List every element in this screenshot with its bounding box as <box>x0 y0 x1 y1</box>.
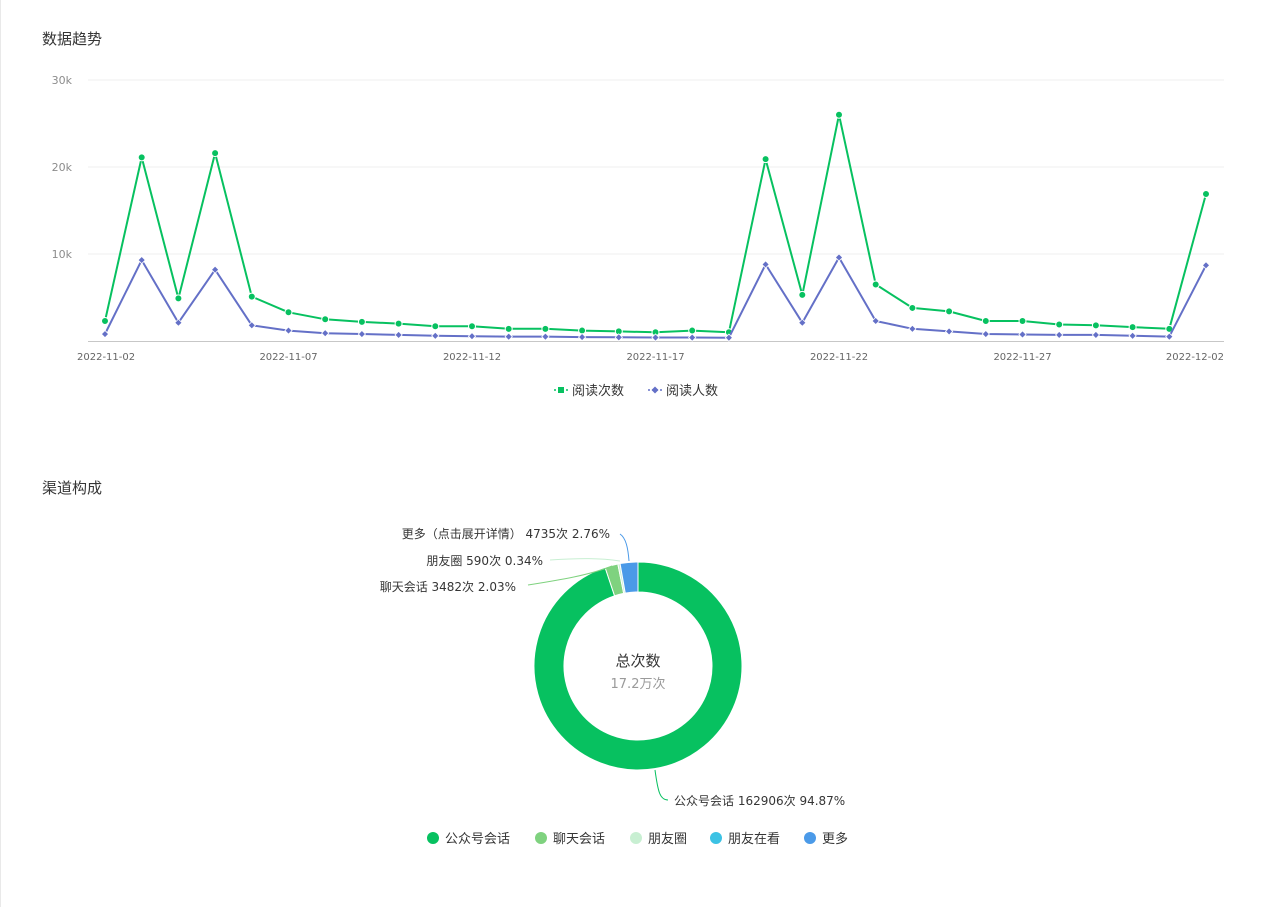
slice-leader-line <box>527 565 613 586</box>
legend-dot-icon <box>710 832 722 844</box>
legend-label: 朋友圈 <box>648 831 687 847</box>
data-point-readers <box>1055 330 1064 340</box>
data-point-readers <box>210 265 220 274</box>
data-point-readers <box>871 316 880 326</box>
data-point-reads <box>761 155 770 164</box>
data-point-readers <box>247 321 256 330</box>
x-tick-label: 2022-11-07 <box>259 352 317 363</box>
x-tick-label: 2022-11-02 <box>77 352 135 363</box>
data-point-reads <box>1202 189 1210 198</box>
data-point-readers <box>1201 261 1211 270</box>
data-point-reads <box>101 316 109 325</box>
data-point-readers <box>1018 330 1027 339</box>
legend-dot-icon <box>535 832 547 844</box>
data-point-reads <box>504 324 513 333</box>
data-point-readers <box>981 329 990 339</box>
channel-section-title: 渠道构成 <box>42 479 103 497</box>
slice-label: 聊天会话 3482次 2.03% <box>380 580 516 594</box>
data-point-readers <box>688 333 697 342</box>
slice-leader-line <box>549 558 621 562</box>
data-point-readers <box>724 333 734 342</box>
y-tick-label: 20k <box>52 161 73 174</box>
y-tick-label: 30k <box>52 74 73 87</box>
data-point-readers <box>174 318 183 327</box>
trend-section-title: 数据趋势 <box>42 30 103 48</box>
donut-slice <box>533 561 743 771</box>
data-point-reads <box>981 316 990 325</box>
x-tick-label: 2022-12-02 <box>1166 352 1224 363</box>
data-point-readers <box>1091 330 1101 340</box>
data-point-reads <box>211 149 220 158</box>
legend-label: 阅读次数 <box>572 383 624 399</box>
data-point-reads <box>431 322 440 331</box>
legend-marker-icon <box>651 386 659 394</box>
data-point-readers <box>431 331 440 340</box>
data-point-readers <box>137 255 146 265</box>
data-point-reads <box>174 294 183 303</box>
x-tick-label: 2022-11-22 <box>810 352 868 363</box>
legend-label: 朋友在看 <box>728 831 780 847</box>
trend-line-chart: 10k 20k 30k 2022-11-02 2022-11-07 2022-11-12 2… <box>52 74 1224 399</box>
data-point-readers <box>284 326 293 335</box>
data-point-readers <box>100 329 110 339</box>
slice-label: 朋友圈 590次 0.34% <box>426 554 543 568</box>
legend-dot-icon <box>427 832 439 844</box>
x-tick-label: 2022-11-27 <box>993 352 1051 363</box>
data-point-reads <box>1128 323 1137 332</box>
data-point-reads <box>284 308 293 317</box>
legend-label: 阅读人数 <box>666 384 718 399</box>
data-point-reads <box>1018 316 1027 325</box>
data-point-reads <box>394 319 403 328</box>
data-point-readers <box>761 260 770 269</box>
data-point-readers <box>321 329 330 338</box>
legend-marker-icon <box>558 387 564 393</box>
donut-slice <box>619 561 639 594</box>
page-left-border <box>0 0 1 907</box>
legend-label: 公众号会话 <box>445 832 510 847</box>
data-point-reads <box>1055 320 1064 329</box>
data-point-readers <box>834 253 844 262</box>
legend-label: 聊天会话 <box>553 832 605 847</box>
data-point-reads <box>871 280 880 289</box>
data-point-reads <box>908 303 917 312</box>
legend-dot-icon <box>804 832 816 844</box>
data-point-readers <box>908 324 917 333</box>
data-point-reads <box>137 153 146 162</box>
data-point-reads <box>835 110 843 119</box>
data-point-readers <box>614 333 623 342</box>
data-point-readers <box>504 332 513 341</box>
data-point-readers <box>467 332 477 341</box>
data-point-reads <box>945 307 954 316</box>
legend-label: 更多 <box>822 831 848 847</box>
data-point-reads <box>247 292 256 301</box>
donut-center-title: 总次数 <box>615 652 660 670</box>
data-point-readers <box>944 327 954 336</box>
data-point-readers <box>651 333 660 342</box>
slice-label: 更多（点击展开详情） 4735次 2.76% <box>402 526 610 541</box>
data-point-reads <box>468 322 476 331</box>
slice-label: 公众号会话 162906次 94.87% <box>674 794 845 808</box>
data-point-readers <box>577 332 587 342</box>
x-tick-label: 2022-11-17 <box>626 352 684 363</box>
data-point-readers <box>1165 332 1174 341</box>
data-point-reads <box>1091 321 1100 330</box>
x-tick-label: 2022-11-12 <box>443 352 501 363</box>
data-point-reads <box>357 317 366 326</box>
legend-dot-icon <box>630 832 642 844</box>
slice-leader-line <box>654 769 669 801</box>
data-point-readers <box>394 330 403 340</box>
data-point-reads <box>321 315 330 324</box>
y-tick-label: 10k <box>52 248 73 261</box>
data-point-reads <box>798 290 807 299</box>
data-point-reads <box>541 324 550 333</box>
data-point-readers <box>798 318 807 327</box>
data-point-readers <box>357 329 367 339</box>
slice-leader-line <box>619 533 630 562</box>
donut-center-value: 17.2万次 <box>611 676 666 692</box>
data-point-readers <box>541 332 550 341</box>
data-point-readers <box>1128 331 1137 340</box>
